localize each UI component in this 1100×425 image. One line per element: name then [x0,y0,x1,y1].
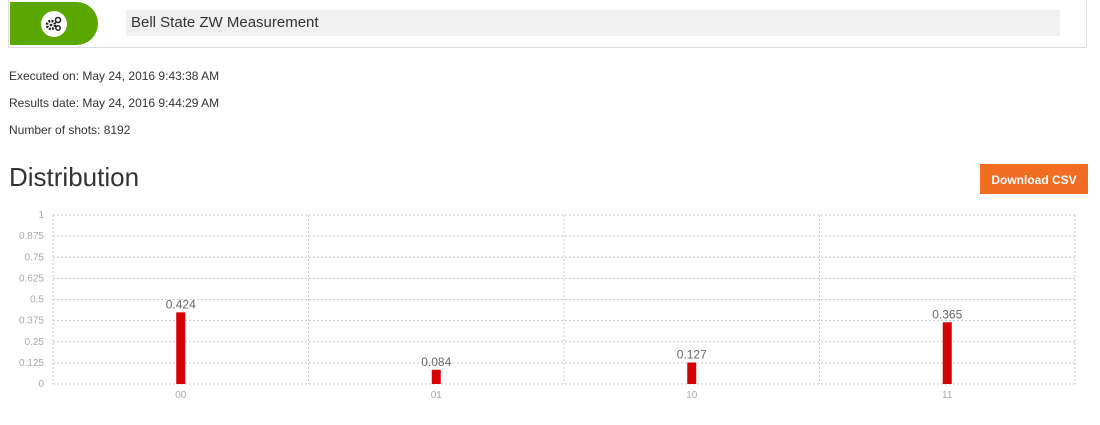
y-tick-label: 0.875 [19,231,44,242]
x-tick-label: 00 [175,390,187,401]
experiment-header [8,0,1087,48]
y-tick-label: 0.5 [30,295,44,306]
gears-icon [41,11,67,37]
bar-10 [687,362,697,384]
y-tick-label: 0.625 [19,273,44,284]
section-title: Distribution [9,162,140,192]
number-of-shots: Number of shots: 8192 [9,123,131,137]
data-label: 0.084 [421,355,451,369]
y-tick-label: 0.75 [25,252,45,263]
bar-11 [942,322,952,384]
x-tick-label: 01 [431,390,443,401]
x-tick-label: 11 [942,390,953,401]
x-tick-label: 10 [686,390,698,401]
results-date: Results date: May 24, 2016 9:44:29 AM [9,96,220,110]
execution-badge[interactable] [10,2,98,45]
experiment-title[interactable]: Bell State ZW Measurement [126,10,1060,36]
executed-on: Executed on: May 24, 2016 9:43:38 AM [9,69,220,83]
bar-00 [176,312,186,384]
y-tick-label: 0.125 [19,358,44,369]
data-label: 0.127 [677,348,707,362]
y-tick-label: 1 [38,210,44,221]
bar-01 [431,369,441,384]
y-tick-label: 0.375 [19,316,44,327]
data-label: 0.365 [932,307,962,321]
y-tick-label: 0.25 [25,337,45,348]
data-label: 0.424 [166,297,196,311]
download-csv-button[interactable]: Download CSV [980,164,1088,194]
y-tick-label: 0 [38,379,44,390]
